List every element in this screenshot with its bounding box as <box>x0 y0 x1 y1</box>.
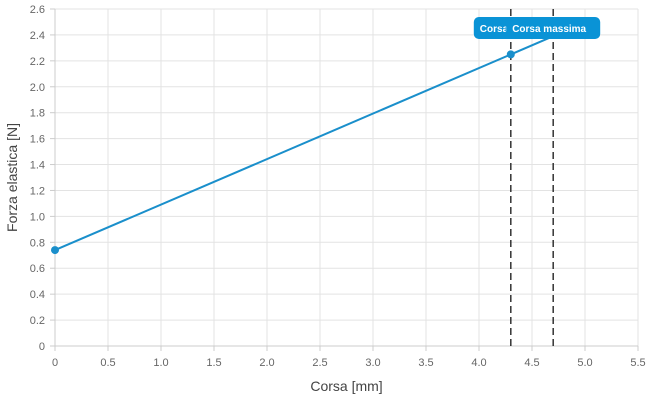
x-tick-label: 0.5 <box>100 357 115 369</box>
y-tick-label: 2.0 <box>30 82 45 94</box>
y-tick-label: 0 <box>39 341 45 353</box>
x-tick-label: 4.0 <box>471 357 486 369</box>
x-tick-label: 3.5 <box>418 357 433 369</box>
vertical-markers <box>510 9 554 346</box>
x-tick-label: 1.5 <box>206 357 221 369</box>
x-axis-title: Corsa [mm] <box>310 378 382 394</box>
y-tick-label: 2.4 <box>30 30 45 42</box>
marker-label-1: Corsa massima <box>506 17 601 39</box>
y-tick-labels: 0 0.2 0.4 0.6 0.8 1.0 1.2 1.4 1.6 1.8 2.0 2.2 2.4 2.6 <box>30 4 45 353</box>
x-tick-label: 4.5 <box>524 357 539 369</box>
data-point-1 <box>506 50 515 59</box>
y-axis-title: Forza elastica [N] <box>4 123 20 232</box>
grid <box>50 8 639 351</box>
axes <box>54 9 638 347</box>
x-tick-label: 5.5 <box>630 357 645 369</box>
x-tick-label: 5.0 <box>577 357 592 369</box>
marker-label-text-1: Corsa massima <box>512 24 586 35</box>
series <box>51 35 554 255</box>
marker-label-box-1 <box>506 17 601 39</box>
y-tick-label: 1.8 <box>30 108 45 120</box>
y-tick-label: 2.6 <box>30 4 45 16</box>
y-tick-label: 0.4 <box>30 289 45 301</box>
y-tick-label: 0.8 <box>30 237 45 249</box>
y-tick-label: 1.2 <box>30 185 45 197</box>
x-tick-labels: 0 0.5 1.0 1.5 2.0 2.5 3.0 3.5 4.0 4.5 5.0 5.5 <box>52 357 646 369</box>
x-tick-label: 0 <box>52 357 58 369</box>
series-line-0 <box>54 35 554 252</box>
data-point-0 <box>51 246 59 255</box>
y-tick-label: 0.6 <box>30 263 45 275</box>
x-tick-label: 2.5 <box>312 357 327 369</box>
x-tick-label: 2.0 <box>259 357 274 369</box>
x-tick-label: 1.0 <box>153 357 168 369</box>
marker-label-text-0: Corsa di <box>480 24 520 35</box>
y-tick-label: 0.2 <box>30 315 45 327</box>
y-tick-label: 2.2 <box>30 56 45 68</box>
y-tick-label: 1.0 <box>30 211 45 223</box>
x-tick-label: 3.0 <box>365 357 380 369</box>
y-tick-label: 1.6 <box>30 134 45 146</box>
y-tick-label: 1.4 <box>30 160 45 172</box>
